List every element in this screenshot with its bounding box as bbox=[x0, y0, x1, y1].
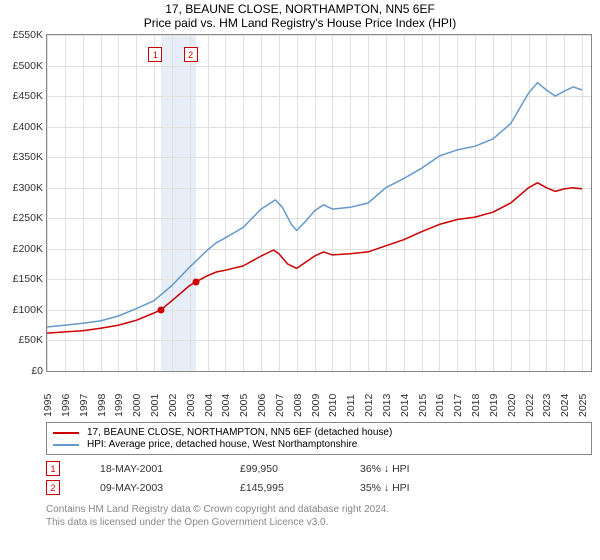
y-axis-label: £450K bbox=[13, 90, 47, 102]
chart-marker: 1 bbox=[148, 47, 162, 62]
x-axis-label: 2009 bbox=[310, 394, 322, 417]
annotation-pct: 35% ↓ HPI bbox=[360, 482, 410, 494]
x-axis-label: 2025 bbox=[577, 394, 589, 417]
x-axis-label: 2016 bbox=[434, 394, 446, 417]
x-axis-label: 1997 bbox=[78, 394, 90, 417]
annotation-marker: 2 bbox=[46, 480, 60, 495]
annotation-row: 2 09-MAY-2003 £145,995 35% ↓ HPI bbox=[46, 480, 598, 495]
x-axis-label: 2023 bbox=[541, 394, 553, 417]
x-axis-label: 2015 bbox=[417, 394, 429, 417]
legend-swatch-hpi bbox=[53, 444, 79, 446]
y-axis-label: £400K bbox=[13, 121, 47, 133]
legend-row-hpi: HPI: Average price, detached house, West… bbox=[53, 439, 585, 450]
chart-title: 17, BEAUNE CLOSE, NORTHAMPTON, NN5 6EF bbox=[2, 2, 598, 16]
sale-point bbox=[193, 278, 200, 285]
plot: £0£50K£100K£150K£200K£250K£300K£350K£400… bbox=[46, 34, 592, 372]
legend-swatch-property bbox=[53, 432, 79, 434]
x-axis-label: 2004 bbox=[203, 394, 215, 417]
x-axis-label: 2007 bbox=[274, 394, 286, 417]
y-axis-label: £100K bbox=[13, 304, 47, 316]
x-axis-label: 2011 bbox=[345, 394, 357, 417]
sale-point bbox=[157, 306, 164, 313]
y-axis-label: £150K bbox=[13, 273, 47, 285]
legend-label-property: 17, BEAUNE CLOSE, NORTHAMPTON, NN5 6EF (… bbox=[87, 427, 392, 438]
x-axis-label: 1995 bbox=[42, 394, 54, 417]
chart-subtitle: Price paid vs. HM Land Registry's House … bbox=[2, 16, 598, 30]
x-axis-label: 2024 bbox=[559, 394, 571, 417]
chart-area: £0£50K£100K£150K£200K£250K£300K£350K£400… bbox=[46, 34, 592, 372]
annotations: 1 18-MAY-2001 £99,950 36% ↓ HPI 2 09-MAY-2003… bbox=[2, 461, 598, 495]
x-axis-label: 2006 bbox=[256, 394, 268, 417]
x-axis-label: 1998 bbox=[96, 394, 108, 417]
y-axis-label: £350K bbox=[13, 151, 47, 163]
x-axis-label: 2008 bbox=[292, 394, 304, 417]
plot-svg bbox=[47, 35, 591, 371]
y-axis-label: £0 bbox=[31, 365, 47, 377]
footer: Contains HM Land Registry data © Crown c… bbox=[46, 503, 592, 529]
x-axis-label: 2004 bbox=[220, 394, 232, 417]
y-axis-label: £250K bbox=[13, 212, 47, 224]
y-axis-label: £50K bbox=[18, 334, 47, 346]
footer-line1: Contains HM Land Registry data © Crown c… bbox=[46, 503, 592, 516]
annotation-date: 09-MAY-2003 bbox=[100, 482, 200, 494]
annotation-date: 18-MAY-2001 bbox=[100, 463, 200, 475]
legend: 17, BEAUNE CLOSE, NORTHAMPTON, NN5 6EF (… bbox=[46, 422, 592, 455]
x-axis-label: 2001 bbox=[149, 394, 161, 417]
annotation-row: 1 18-MAY-2001 £99,950 36% ↓ HPI bbox=[46, 461, 598, 476]
annotation-price: £99,950 bbox=[240, 463, 320, 475]
x-axis-label: 2017 bbox=[452, 394, 464, 417]
x-axis-label: 2013 bbox=[381, 394, 393, 417]
x-axis-label: 1996 bbox=[60, 394, 72, 417]
x-axis-label: 2018 bbox=[470, 394, 482, 417]
y-axis-label: £300K bbox=[13, 182, 47, 194]
footer-line2: This data is licensed under the Open Gov… bbox=[46, 516, 592, 529]
x-axis-label: 2010 bbox=[327, 394, 339, 417]
legend-label-hpi: HPI: Average price, detached house, West… bbox=[87, 439, 357, 450]
x-axis-label: 2005 bbox=[238, 394, 250, 417]
x-axis-label: 2012 bbox=[363, 394, 375, 417]
x-axis-label: 2014 bbox=[399, 394, 411, 417]
annotation-price: £145,995 bbox=[240, 482, 320, 494]
y-axis-label: £500K bbox=[13, 60, 47, 72]
chart-marker: 2 bbox=[184, 47, 198, 62]
series-property bbox=[47, 183, 582, 333]
x-axis-label: 2003 bbox=[185, 394, 197, 417]
y-axis-label: £200K bbox=[13, 243, 47, 255]
annotation-pct: 36% ↓ HPI bbox=[360, 463, 410, 475]
y-axis-label: £550K bbox=[13, 29, 47, 41]
x-axis-label: 2002 bbox=[167, 394, 179, 417]
x-axis-label: 2000 bbox=[131, 394, 143, 417]
annotation-marker: 1 bbox=[46, 461, 60, 476]
x-axis-label: 2022 bbox=[524, 394, 536, 417]
x-axis-label: 1999 bbox=[113, 394, 125, 417]
series-hpi bbox=[47, 83, 582, 327]
x-axis-label: 2019 bbox=[488, 394, 500, 417]
x-axis-label: 2020 bbox=[506, 394, 518, 417]
legend-row-property: 17, BEAUNE CLOSE, NORTHAMPTON, NN5 6EF (… bbox=[53, 427, 585, 438]
